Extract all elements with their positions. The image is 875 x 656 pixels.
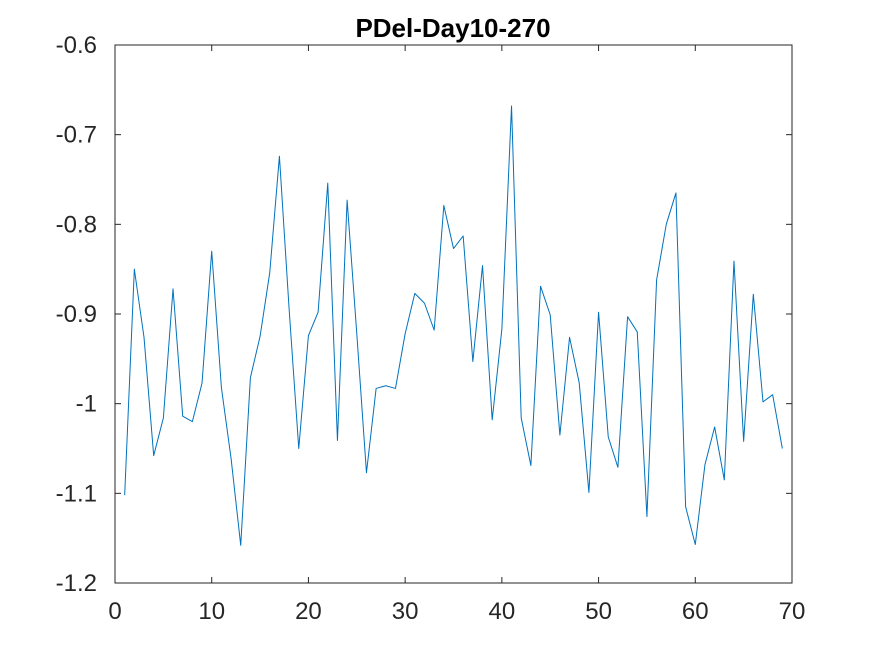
y-tick-label: -0.8 — [56, 211, 97, 238]
x-tick-label: 10 — [198, 598, 225, 625]
x-tick-label: 30 — [392, 598, 419, 625]
x-tick-label: 20 — [295, 598, 322, 625]
x-tick-label: 70 — [779, 598, 806, 625]
x-tick-label: 60 — [682, 598, 709, 625]
axis-ticks — [114, 44, 793, 584]
x-tick-label: 40 — [489, 598, 516, 625]
y-tick-label: -1 — [76, 391, 97, 418]
chart-title: PDel-Day10-270 — [355, 13, 550, 43]
y-tick-label: -0.6 — [56, 32, 97, 59]
y-tick-label: -1.2 — [56, 570, 97, 597]
y-tick-label: -0.7 — [56, 122, 97, 149]
x-tick-label: 50 — [585, 598, 612, 625]
axis-tick-labels: 0 10 20 30 40 50 60 70 -0.6 -0.7 -0.8 -0.9 -1 -1.1 -1.… — [56, 32, 806, 625]
x-tick-label: 0 — [108, 598, 121, 625]
series-line — [124, 105, 783, 546]
y-tick-label: -1.1 — [56, 480, 97, 507]
y-tick-label: -0.9 — [56, 301, 97, 328]
